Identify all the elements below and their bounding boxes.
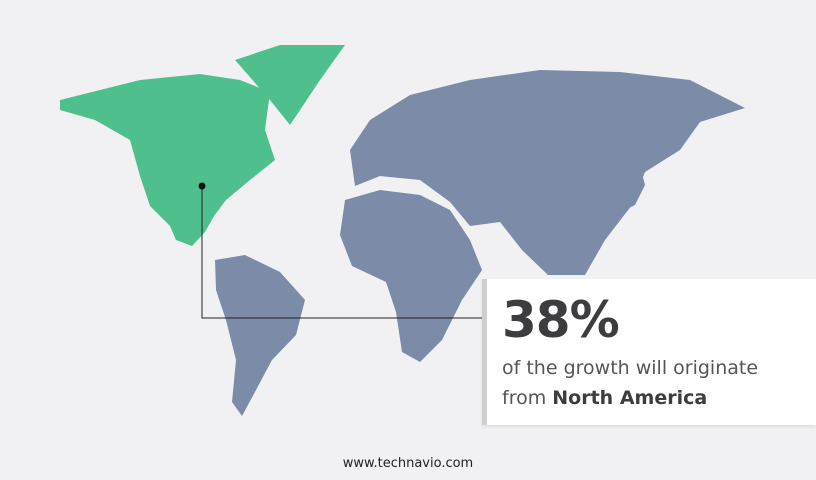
map-uk [382,110,395,140]
map-north-america [60,74,275,246]
map-greenland [235,45,345,125]
callout-text-line1: of the growth will originate [502,357,759,379]
map-japan [625,165,645,210]
map-africa [340,190,482,362]
callout-from: from [502,387,547,409]
callout-region: North America [552,387,708,409]
website-footer: www.technavio.com [342,456,474,471]
callout-text-line2: from North America [502,387,707,409]
stat-callout: 38% of the growth will originate from No… [482,279,816,425]
map-europe-asia [350,70,745,275]
map-south-america [215,255,305,416]
location-marker [198,182,206,190]
connector-line [201,186,482,319]
growth-percentage: 38% [502,291,620,349]
